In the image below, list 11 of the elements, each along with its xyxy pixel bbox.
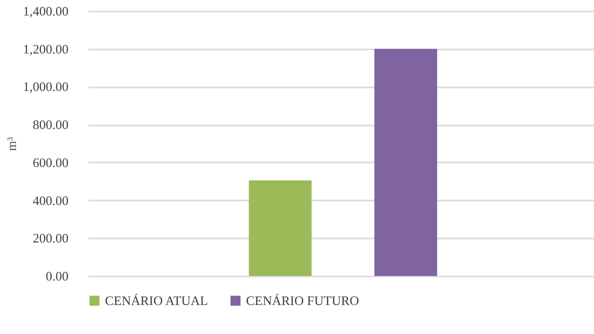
legend-label: CENÁRIO FUTURO <box>246 292 360 308</box>
y-tick-label: 1,200.00 <box>23 41 68 56</box>
y-tick-label: 400.00 <box>32 192 68 208</box>
y-axis-title: m³ <box>4 136 19 152</box>
y-tick-label: 600.00 <box>32 154 68 170</box>
y-tick-label: 800.00 <box>32 117 68 132</box>
y-tick-label: 1,400.00 <box>23 4 68 18</box>
y-tick-label: 1,000.00 <box>23 79 68 94</box>
legend-label: CENÁRIO ATUAL <box>105 292 208 308</box>
y-tick-label: 200.00 <box>32 230 68 246</box>
y-tick-label: 0.00 <box>46 268 68 284</box>
